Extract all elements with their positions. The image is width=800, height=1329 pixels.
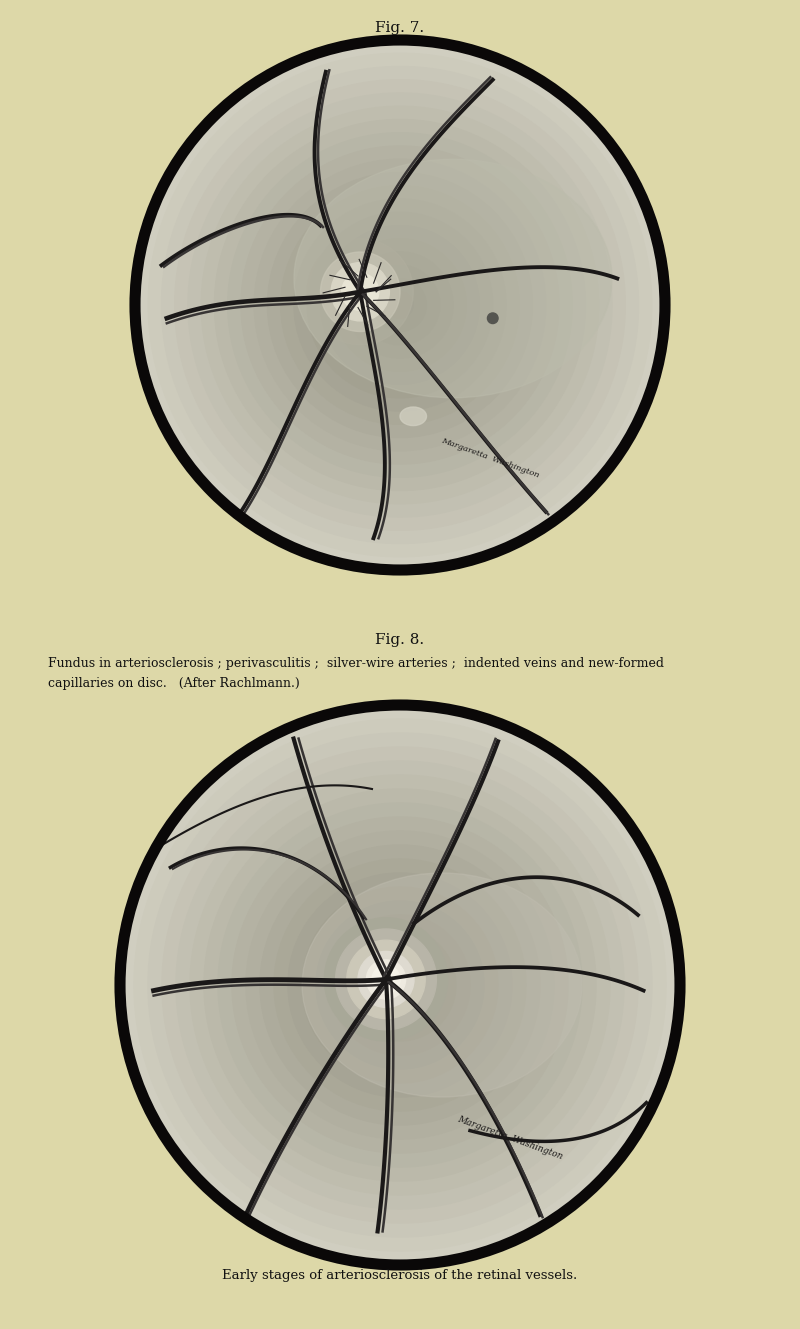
Circle shape [487, 312, 498, 323]
Ellipse shape [294, 159, 612, 397]
Circle shape [374, 279, 426, 331]
Circle shape [294, 199, 506, 411]
Circle shape [307, 213, 493, 397]
Circle shape [342, 274, 379, 310]
Circle shape [254, 159, 546, 451]
Circle shape [190, 775, 610, 1195]
Text: Margaretta  Washington: Margaretta Washington [456, 1114, 564, 1160]
Circle shape [204, 789, 596, 1181]
Circle shape [260, 845, 540, 1126]
Circle shape [148, 53, 652, 557]
Circle shape [241, 146, 559, 464]
Circle shape [134, 719, 666, 1251]
Ellipse shape [400, 407, 426, 425]
Circle shape [372, 957, 428, 1013]
Circle shape [302, 886, 498, 1083]
Circle shape [372, 965, 400, 993]
Circle shape [162, 66, 638, 544]
Circle shape [135, 40, 665, 570]
Circle shape [366, 960, 406, 999]
Circle shape [334, 239, 466, 371]
Circle shape [246, 831, 554, 1139]
Ellipse shape [302, 873, 582, 1096]
Circle shape [274, 859, 526, 1111]
Circle shape [214, 120, 586, 490]
Circle shape [346, 940, 426, 1018]
Text: Margaretta  Washington: Margaretta Washington [440, 436, 540, 480]
Circle shape [174, 80, 626, 530]
Circle shape [336, 929, 437, 1030]
Circle shape [321, 253, 400, 331]
Circle shape [202, 106, 598, 504]
Circle shape [321, 226, 479, 384]
Circle shape [228, 133, 572, 477]
Circle shape [358, 944, 442, 1027]
Circle shape [267, 173, 533, 437]
Circle shape [360, 266, 440, 344]
Circle shape [358, 952, 414, 1007]
Circle shape [330, 914, 470, 1055]
Circle shape [386, 292, 414, 318]
Circle shape [386, 971, 414, 999]
Circle shape [288, 873, 512, 1096]
Circle shape [176, 762, 624, 1209]
Circle shape [347, 253, 453, 358]
Circle shape [281, 186, 519, 424]
Circle shape [331, 263, 390, 320]
Circle shape [232, 817, 568, 1154]
Circle shape [218, 803, 582, 1167]
Text: Fig. 8.: Fig. 8. [375, 633, 425, 647]
Text: Fundus in arteriosclerosis ; perivasculitis ;  silver-wire arteries ;  indented : Fundus in arteriosclerosis ; perivasculi… [48, 657, 664, 670]
Circle shape [188, 93, 612, 517]
Circle shape [325, 918, 448, 1041]
Circle shape [344, 929, 456, 1041]
Text: Early stages of arteriosclerosis of the retinal vessels.: Early stages of arteriosclerosis of the … [222, 1268, 578, 1281]
Circle shape [316, 901, 484, 1069]
Circle shape [120, 704, 680, 1265]
Circle shape [307, 239, 414, 344]
Text: capillaries on disc.   (After Rachlmann.): capillaries on disc. (After Rachlmann.) [48, 676, 300, 690]
Circle shape [148, 734, 652, 1237]
Text: Fig. 7.: Fig. 7. [375, 21, 425, 35]
Circle shape [162, 747, 638, 1223]
